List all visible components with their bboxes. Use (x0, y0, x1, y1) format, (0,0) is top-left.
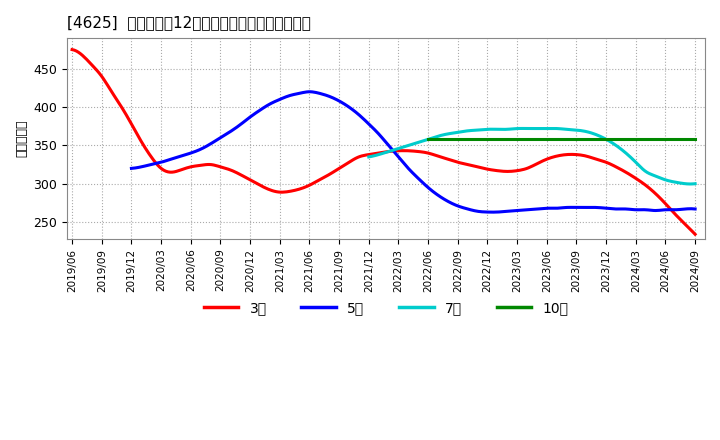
10年 (426, 136, 434, 142)
3年 (438, 155, 447, 160)
7年 (686, 181, 695, 187)
3年 (436, 154, 445, 160)
10年 (589, 136, 598, 142)
3年 (690, 231, 699, 237)
5年 (606, 206, 615, 211)
Y-axis label: （百万円）: （百万円） (15, 120, 28, 157)
10年 (651, 136, 660, 142)
7年 (641, 168, 649, 173)
5年 (306, 89, 315, 95)
10年 (585, 136, 593, 142)
Line: 3年: 3年 (72, 50, 695, 234)
7年 (516, 126, 525, 131)
7年 (690, 181, 699, 187)
7年 (366, 154, 374, 159)
10年 (690, 136, 699, 142)
3年 (449, 158, 458, 164)
10年 (452, 136, 461, 142)
Legend: 3年, 5年, 7年, 10年: 3年, 5年, 7年, 10年 (198, 295, 574, 320)
Text: [4625]  当期約利益12か月移動合計の平均値の推移: [4625] 当期約利益12か月移動合計の平均値の推移 (67, 15, 311, 30)
5年 (489, 209, 498, 215)
3年 (593, 157, 601, 162)
10年 (667, 136, 676, 142)
7年 (565, 127, 574, 132)
3年 (632, 176, 641, 182)
5年 (464, 207, 473, 212)
5年 (474, 209, 482, 214)
7年 (559, 126, 567, 132)
Line: 5年: 5年 (132, 92, 695, 212)
5年 (642, 207, 650, 213)
7年 (364, 154, 373, 160)
3年 (70, 48, 78, 53)
5年 (463, 206, 472, 212)
5年 (690, 206, 699, 212)
5年 (129, 165, 138, 171)
10年 (425, 136, 433, 142)
7年 (560, 126, 569, 132)
10年 (584, 136, 593, 142)
10年 (424, 136, 433, 142)
Line: 7年: 7年 (369, 128, 695, 184)
3年 (68, 47, 76, 52)
5年 (127, 166, 136, 171)
7年 (662, 177, 670, 183)
